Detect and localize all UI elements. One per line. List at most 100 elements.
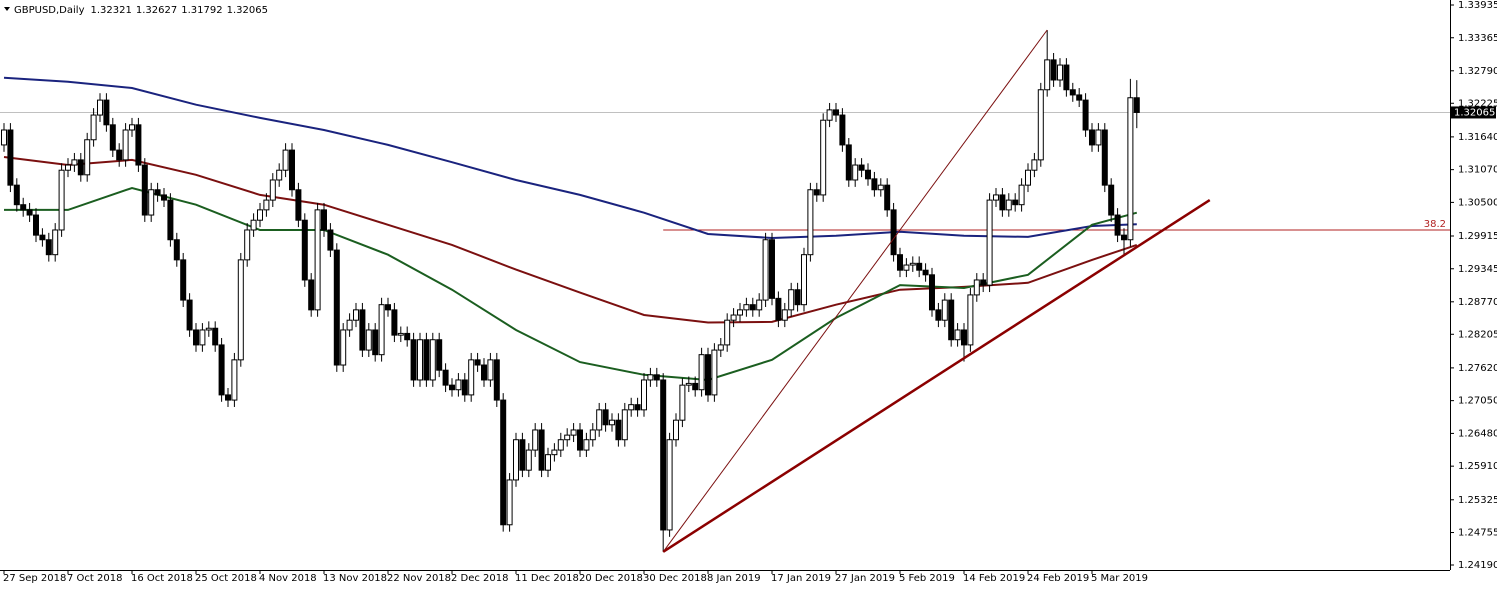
candle-body <box>64 164 71 171</box>
x-tick-label: 16 Oct 2018 <box>131 573 193 584</box>
candle-body <box>109 124 116 151</box>
y-tick-label: 1.31070 <box>1458 165 1497 176</box>
candle-body <box>660 379 667 531</box>
y-tick-label: 1.25325 <box>1458 495 1497 506</box>
candle-body <box>250 219 257 231</box>
candle-body <box>692 382 699 391</box>
candle-body <box>378 304 385 356</box>
current-price-box <box>1451 106 1496 119</box>
candle-body <box>749 304 756 311</box>
x-tick-label: 24 Feb 2019 <box>1027 573 1089 584</box>
candle-body <box>672 419 679 441</box>
candle-body <box>423 339 430 381</box>
y-tick-label: 1.33365 <box>1458 33 1497 44</box>
candle-body <box>429 339 436 381</box>
x-tick-label: 11 Dec 2018 <box>515 573 579 584</box>
candle-body <box>896 254 903 271</box>
y-tick-label: 1.31640 <box>1458 132 1497 143</box>
candle-body <box>308 279 315 311</box>
candle-body <box>973 279 980 296</box>
candle-body <box>0 129 7 146</box>
candle-body <box>416 339 423 381</box>
candle-body <box>647 374 654 381</box>
header-value: 1.32321 <box>91 5 132 16</box>
candle-body <box>794 289 801 306</box>
candle-body <box>96 99 103 116</box>
candle-body <box>237 259 244 361</box>
candle-body <box>909 262 916 266</box>
x-tick-label: 13 Nov 2018 <box>323 573 387 584</box>
candle-body <box>141 164 148 216</box>
candle-body <box>781 309 788 321</box>
candle-body <box>397 332 404 336</box>
candle-body <box>653 374 660 381</box>
candle-body <box>1005 199 1012 211</box>
candle-body <box>698 354 705 391</box>
x-tick-label: 17 Jan 2019 <box>771 573 831 584</box>
candle-body <box>474 359 481 366</box>
candle-body <box>884 184 891 211</box>
y-tick-label: 1.32790 <box>1458 66 1497 77</box>
candle-body <box>436 339 443 371</box>
candle-body <box>1088 129 1095 146</box>
candle-body <box>1127 97 1134 241</box>
candle-body <box>359 309 366 351</box>
y-tick-label: 1.32225 <box>1458 98 1497 109</box>
candle-body <box>122 129 129 161</box>
x-tick-label: 7 Oct 2018 <box>67 573 122 584</box>
x-tick-label: 5 Mar 2019 <box>1091 573 1148 584</box>
candle-body <box>960 329 967 346</box>
candle-body <box>301 219 308 281</box>
candle-body <box>7 129 14 186</box>
candle-body <box>1108 184 1115 216</box>
y-tick-label: 1.33935 <box>1458 0 1497 11</box>
y-tick-label: 1.25910 <box>1458 461 1497 472</box>
candle-body <box>1018 184 1025 206</box>
chart-title: GBPUSD,Daily <box>14 5 85 16</box>
candle-body <box>1069 89 1076 96</box>
candle-body <box>199 329 206 346</box>
x-tick-label: 8 Jan 2019 <box>707 573 761 584</box>
candle-body <box>58 169 65 231</box>
x-tick-label: 27 Sep 2018 <box>3 573 66 584</box>
candle-body <box>890 209 897 256</box>
candle-body <box>346 319 353 331</box>
candle-body <box>679 384 686 421</box>
candle-body <box>512 439 519 481</box>
candle-body <box>1082 99 1089 131</box>
candle-body <box>1095 129 1102 146</box>
candle-body <box>167 199 174 241</box>
candle-body <box>135 124 142 166</box>
candle-body <box>928 274 935 311</box>
candle-body <box>864 169 871 180</box>
candle-body <box>148 189 155 216</box>
candle-body <box>1063 64 1070 91</box>
x-tick-label: 22 Nov 2018 <box>387 573 451 584</box>
candle-body <box>602 409 609 426</box>
candle-body <box>45 239 52 256</box>
candle-body <box>295 189 302 221</box>
candle-body <box>52 229 59 256</box>
candle-body <box>288 149 295 191</box>
y-tick-label: 1.27050 <box>1458 396 1497 407</box>
y-tick-label: 1.29345 <box>1458 264 1497 275</box>
candle-body <box>756 299 763 311</box>
candle-body <box>935 309 942 321</box>
candle-body <box>768 239 775 299</box>
candle-body <box>845 144 852 181</box>
candle-body <box>1024 169 1031 186</box>
candle-body <box>506 479 513 526</box>
candle-body <box>871 178 878 191</box>
candle-body <box>621 409 628 441</box>
candle-body <box>493 359 500 401</box>
candle-body <box>404 332 411 341</box>
candle-body <box>20 204 27 211</box>
candle-body <box>634 404 641 411</box>
candle-body <box>557 439 564 451</box>
candle-body <box>448 384 455 391</box>
candle-body <box>352 309 359 321</box>
candle-body <box>32 214 39 236</box>
candle-body <box>180 259 187 301</box>
